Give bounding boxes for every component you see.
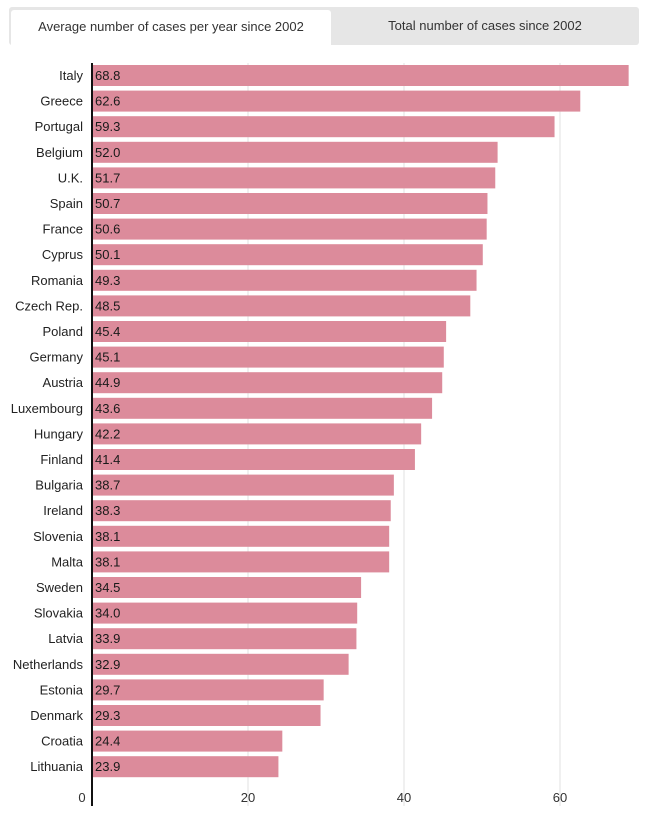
value-label: 43.6 [95,401,120,416]
value-label: 50.6 [95,222,120,237]
bar [92,474,394,496]
bar [92,372,443,394]
country-label: Portugal [35,119,84,134]
country-label: Poland [43,324,83,339]
value-label: 62.6 [95,94,120,109]
bar [92,116,555,138]
value-label: 29.7 [95,682,120,697]
bar [92,577,362,598]
tab-total-cases[interactable]: Total number of cases since 2002 [388,18,582,33]
country-label: Slovenia [33,529,84,544]
value-label: 50.7 [95,196,120,211]
country-label: U.K. [58,170,83,185]
country-label: Denmark [30,708,83,723]
bar [92,423,422,445]
bar [92,449,415,470]
country-label: Luxembourg [11,401,83,416]
value-label: 38.7 [95,478,120,493]
bar [92,525,390,547]
value-label: 44.9 [95,375,120,390]
country-label: Finland [40,452,83,467]
bars [92,65,629,778]
country-label: Germany [30,350,84,365]
country-label: Czech Rep. [15,298,83,313]
bar [92,167,496,189]
bar [92,193,488,214]
value-label: 32.9 [95,657,120,672]
country-label: Croatia [41,734,84,749]
bar [92,90,581,112]
value-label: 38.3 [95,503,120,518]
value-label: 68.8 [95,68,120,83]
bar [92,679,324,701]
labels: 0 20 40 60 Italy 68.8 Greece 62.6 Portugal 59.3 Be… [11,68,568,805]
bar [92,705,321,726]
value-label: 42.2 [95,426,120,441]
bar-chart: 0 20 40 60 Italy 68.8 Greece 62.6 Portugal 59.3 Be… [11,63,629,806]
bar [92,269,477,291]
bar [92,602,358,624]
x-tick-label: 20 [241,790,255,805]
country-label: Romania [31,273,84,288]
country-label: Italy [59,68,83,83]
country-label: Lithuania [30,759,84,774]
bar [92,244,483,266]
country-label: Hungary [34,426,84,441]
country-label: Latvia [48,631,83,646]
country-label: Cyprus [42,247,84,262]
value-label: 33.9 [95,631,120,646]
value-label: 34.5 [95,580,120,595]
bar [92,295,471,317]
bar [92,500,391,522]
value-label: 23.9 [95,759,120,774]
country-label: Netherlands [13,657,84,672]
country-label: Belgium [36,145,83,160]
bar [92,653,349,675]
value-label: 49.3 [95,273,120,288]
country-label: Malta [51,554,84,569]
value-label: 45.1 [95,350,120,365]
bar [92,346,444,368]
country-label: Greece [40,94,83,109]
country-label: Bulgaria [35,478,83,493]
x-tick-label: 40 [397,790,411,805]
bar [92,141,498,163]
country-label: Sweden [36,580,83,595]
value-label: 38.1 [95,554,120,569]
country-label: Slovakia [34,606,84,621]
value-label: 50.1 [95,247,120,262]
value-label: 34.0 [95,606,120,621]
value-label: 24.4 [95,734,120,749]
value-label: 51.7 [95,170,120,185]
bar [92,397,433,419]
bar [92,321,447,342]
x-tick-label: 0 [78,790,85,805]
x-tick-label: 60 [553,790,567,805]
value-label: 59.3 [95,119,120,134]
value-label: 52.0 [95,145,120,160]
bar [92,218,487,240]
bar [92,551,390,573]
value-label: 45.4 [95,324,120,339]
value-label: 38.1 [95,529,120,544]
bar [92,756,279,778]
value-label: 48.5 [95,298,120,313]
tab-average-per-year[interactable]: Average number of cases per year since 2… [11,10,331,45]
country-label: Ireland [43,503,83,518]
value-label: 29.3 [95,708,120,723]
bar [92,628,357,650]
bar [92,65,629,86]
country-label: Estonia [40,682,84,697]
country-label: Austria [43,375,84,390]
country-label: France [43,222,83,237]
bar [92,730,283,752]
country-label: Spain [50,196,83,211]
value-label: 41.4 [95,452,120,467]
tab-bar: Average number of cases per year since 2… [9,7,639,45]
